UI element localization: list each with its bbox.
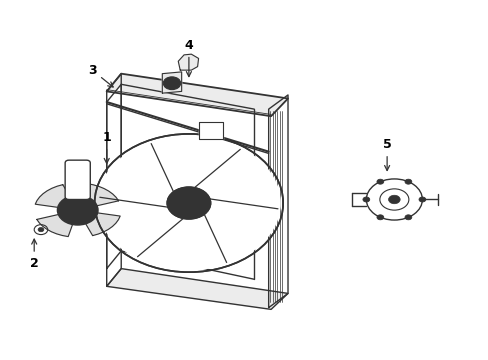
Text: 4: 4 (184, 39, 193, 77)
Circle shape (362, 197, 369, 202)
FancyBboxPatch shape (65, 160, 90, 199)
Circle shape (388, 195, 399, 204)
Polygon shape (106, 74, 287, 116)
Polygon shape (178, 54, 198, 70)
Text: 2: 2 (30, 239, 39, 270)
Circle shape (404, 215, 411, 220)
Polygon shape (106, 269, 287, 309)
Circle shape (167, 187, 210, 219)
Circle shape (376, 215, 383, 220)
Polygon shape (37, 213, 74, 237)
Polygon shape (162, 72, 181, 93)
Circle shape (38, 228, 44, 232)
Circle shape (376, 179, 383, 184)
Text: 5: 5 (382, 138, 391, 171)
Circle shape (97, 136, 280, 270)
Circle shape (366, 179, 421, 220)
Polygon shape (268, 95, 287, 307)
Polygon shape (106, 84, 121, 269)
Polygon shape (106, 74, 121, 286)
Circle shape (57, 195, 98, 225)
Text: 3: 3 (88, 64, 113, 87)
Circle shape (163, 77, 180, 90)
Circle shape (418, 197, 425, 202)
Polygon shape (81, 184, 119, 207)
Polygon shape (82, 212, 120, 235)
Polygon shape (35, 185, 73, 208)
Circle shape (404, 179, 411, 184)
Text: 1: 1 (102, 131, 111, 163)
Polygon shape (198, 122, 223, 139)
